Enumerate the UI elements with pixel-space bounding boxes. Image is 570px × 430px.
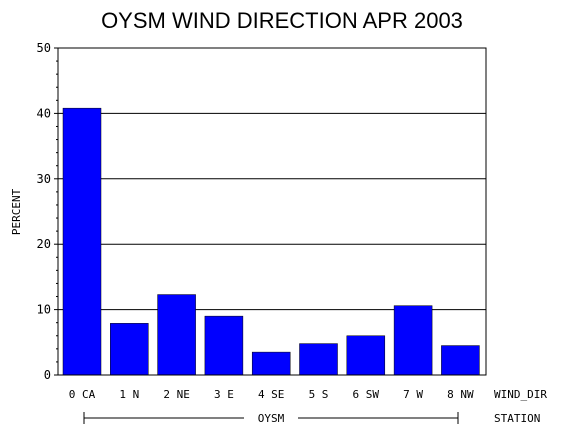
- bar: [441, 345, 480, 376]
- group-bracket: OYSM: [83, 410, 459, 426]
- gridlines: [58, 47, 486, 311]
- y-tick-label: 10: [37, 303, 51, 317]
- x-tick-label: 7 W: [403, 388, 423, 401]
- x-tick-label: 3 E: [214, 388, 234, 401]
- x-tick-label: 0 CA: [69, 388, 96, 401]
- x-tick-label: 5 S: [309, 388, 329, 401]
- x-axis: 0 CA 1 N 2 NE 3 E 4 SE 5 S 6 SW 7 W 8 NW: [69, 388, 474, 401]
- y-tick-label: 30: [37, 172, 51, 186]
- bar: [346, 335, 386, 376]
- y-tick-label: 0: [44, 368, 51, 382]
- y-axis-label: PERCENT: [10, 188, 23, 235]
- bar: [110, 323, 149, 376]
- x-tick-label: 2 NE: [163, 388, 190, 401]
- x-tick-label: 4 SE: [258, 388, 285, 401]
- group-label: OYSM: [258, 412, 285, 425]
- bar: [204, 315, 244, 376]
- bar: [299, 343, 338, 376]
- y-tick-label: 40: [37, 106, 51, 120]
- chart-title: OYSM WIND DIRECTION APR 2003: [101, 8, 463, 33]
- y-axis: 0 10 20 30 40 50: [37, 41, 58, 382]
- bar: [393, 305, 433, 376]
- x-tick-label: 8 NW: [447, 388, 474, 401]
- x-tick-label: 6 SW: [353, 388, 380, 401]
- bar: [157, 294, 196, 376]
- group-axis-label: STATION: [494, 412, 540, 425]
- bar: [251, 351, 291, 376]
- x-axis-label: WIND_DIR: [494, 388, 547, 401]
- y-tick-label: 50: [37, 41, 51, 55]
- bar: [62, 107, 102, 376]
- x-tick-label: 1 N: [119, 388, 139, 401]
- plot-frame: [57, 47, 487, 376]
- bars: [62, 107, 480, 376]
- y-tick-label: 20: [37, 237, 51, 251]
